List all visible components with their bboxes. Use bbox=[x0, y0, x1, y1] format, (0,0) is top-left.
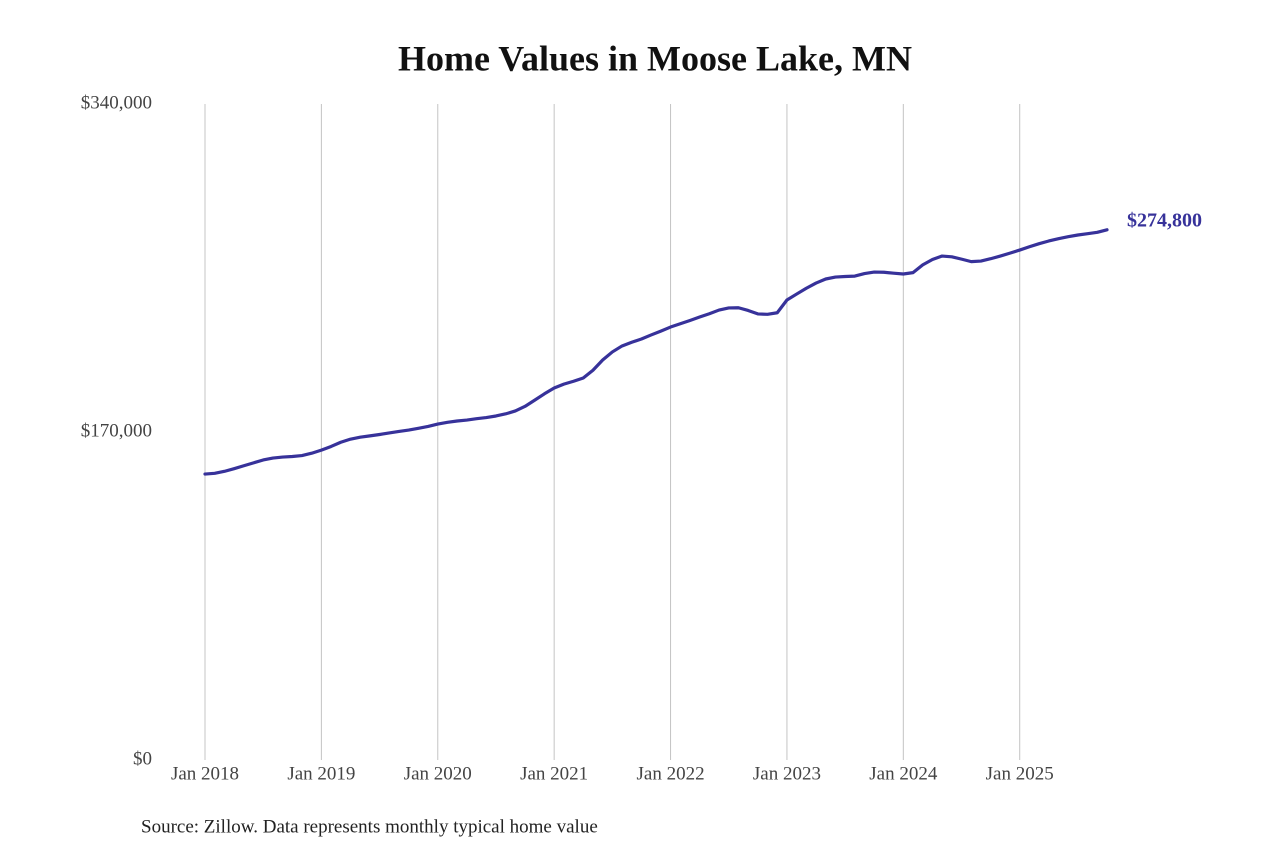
x-tick-label: Jan 2021 bbox=[520, 763, 588, 784]
chart-title: Home Values in Moose Lake, MN bbox=[398, 38, 912, 78]
data-line bbox=[203, 228, 1109, 476]
y-tick-label: $340,000 bbox=[81, 92, 152, 113]
x-tick-label: Jan 2019 bbox=[287, 763, 355, 784]
x-tick-label: Jan 2022 bbox=[637, 763, 705, 784]
x-tick-label: Jan 2018 bbox=[171, 763, 239, 784]
x-tick-label: Jan 2025 bbox=[986, 763, 1054, 784]
x-tick-label: Jan 2020 bbox=[404, 763, 472, 784]
value-label: $274,800 bbox=[1127, 209, 1202, 231]
x-tick-label: Jan 2023 bbox=[753, 763, 821, 784]
x-tick-label: Jan 2024 bbox=[869, 763, 938, 784]
source-note: Source: Zillow. Data represents monthly … bbox=[141, 816, 598, 837]
y-tick-label: $0 bbox=[133, 748, 152, 769]
y-tick-label: $170,000 bbox=[81, 420, 152, 441]
